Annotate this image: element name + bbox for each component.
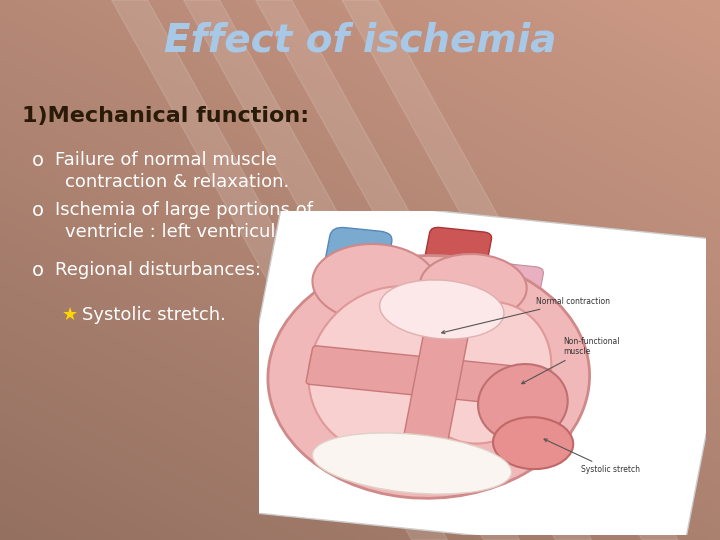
- Text: 1)Mechanical function:: 1)Mechanical function:: [22, 106, 309, 126]
- Text: contraction & relaxation.: contraction & relaxation.: [65, 173, 289, 191]
- FancyBboxPatch shape: [306, 346, 552, 408]
- Text: o: o: [32, 151, 44, 170]
- Ellipse shape: [308, 286, 480, 454]
- Text: Systolic stretch.: Systolic stretch.: [82, 306, 226, 324]
- Text: Regional disturbances:: Regional disturbances:: [55, 261, 261, 279]
- Text: Non-functional
muscle: Non-functional muscle: [522, 337, 619, 383]
- Polygon shape: [256, 0, 592, 540]
- FancyBboxPatch shape: [490, 264, 544, 305]
- Text: o: o: [32, 200, 44, 219]
- Ellipse shape: [312, 244, 437, 322]
- Ellipse shape: [379, 280, 504, 339]
- FancyBboxPatch shape: [420, 227, 492, 296]
- FancyBboxPatch shape: [342, 250, 402, 368]
- Text: Failure of normal muscle: Failure of normal muscle: [55, 151, 276, 169]
- Ellipse shape: [268, 255, 590, 498]
- Text: Systolic stretch: Systolic stretch: [544, 439, 639, 474]
- Ellipse shape: [493, 417, 573, 469]
- Polygon shape: [342, 0, 678, 540]
- Text: Effect of ischemia: Effect of ischemia: [163, 21, 557, 59]
- Text: Normal contraction: Normal contraction: [441, 297, 610, 334]
- Text: ventricle : left ventricular failure.: ventricle : left ventricular failure.: [65, 223, 363, 241]
- FancyBboxPatch shape: [404, 305, 473, 444]
- Ellipse shape: [312, 433, 512, 494]
- FancyBboxPatch shape: [462, 261, 521, 309]
- Ellipse shape: [416, 302, 552, 443]
- Text: o: o: [32, 260, 44, 280]
- Text: Ischemia of large portions of: Ischemia of large portions of: [55, 201, 313, 219]
- Text: ★: ★: [62, 306, 78, 324]
- Ellipse shape: [478, 364, 567, 442]
- FancyBboxPatch shape: [222, 195, 720, 540]
- Ellipse shape: [420, 254, 527, 319]
- FancyBboxPatch shape: [304, 227, 392, 386]
- Polygon shape: [112, 0, 448, 540]
- Polygon shape: [184, 0, 520, 540]
